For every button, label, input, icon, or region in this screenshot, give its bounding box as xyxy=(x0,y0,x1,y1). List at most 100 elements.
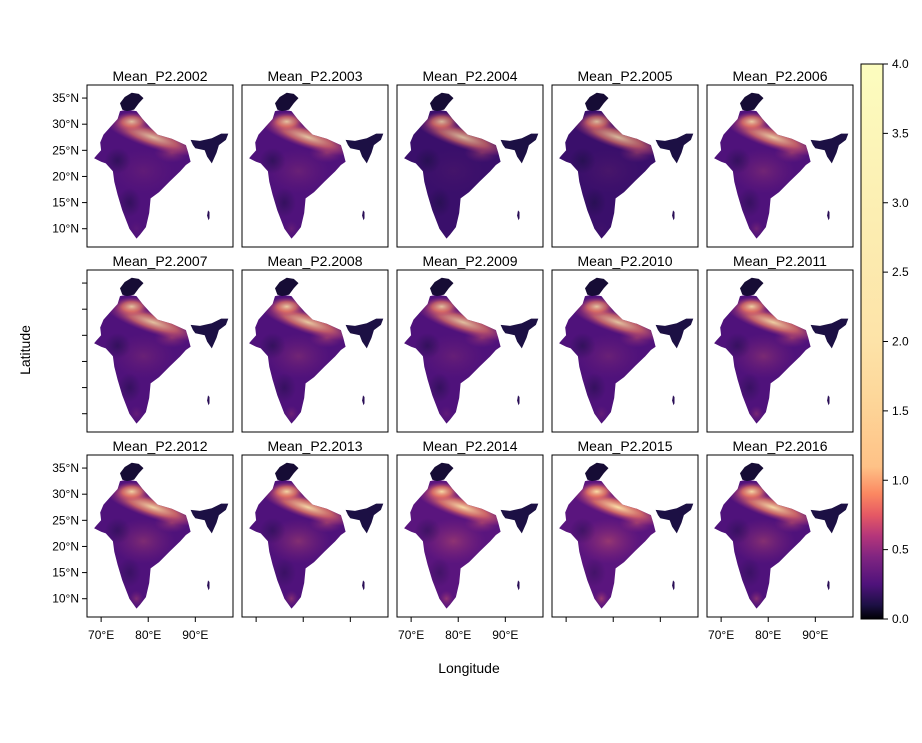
map-panel: Mean_P2.2008 xyxy=(241,253,389,433)
x-tick-label: 80°E xyxy=(445,628,471,642)
hotspot-north xyxy=(112,481,151,502)
map-panel: Mean_P2.2014 70°E 80°E 90°E xyxy=(396,438,544,642)
panel-title: Mean_P2.2004 xyxy=(423,68,518,84)
east-warm-zone xyxy=(464,328,500,348)
panel-title: Mean_P2.2012 xyxy=(113,438,208,454)
panel-title: Mean_P2.2016 xyxy=(733,438,828,454)
hotspot-north xyxy=(732,296,771,317)
andaman-islands xyxy=(672,580,675,591)
hotspot-north xyxy=(267,111,306,132)
west-dark-zone xyxy=(414,332,441,359)
kashmir-region xyxy=(585,462,609,482)
deccan-dark-zone xyxy=(737,373,762,403)
south-tip xyxy=(594,405,609,422)
kashmir-region xyxy=(120,462,144,482)
kashmir-region xyxy=(275,277,299,297)
andaman-islands xyxy=(207,580,210,591)
y-tick-label: 35°N xyxy=(52,91,79,105)
andaman-islands xyxy=(517,210,520,221)
andaman-islands xyxy=(517,580,520,591)
east-warm-zone xyxy=(154,513,190,533)
south-tip xyxy=(594,220,609,237)
map-panel: Mean_P2.2009 xyxy=(396,253,544,433)
deccan-dark-zone xyxy=(117,188,142,218)
colorbar-tick-label: 4.0 xyxy=(892,57,909,71)
kashmir-region xyxy=(275,462,299,482)
panel-frame xyxy=(551,84,699,248)
map-panel: Mean_P2.2011 xyxy=(706,253,854,433)
y-tick-label: 10°N xyxy=(52,592,79,606)
x-tick-label: 90°E xyxy=(802,628,828,642)
west-dark-zone xyxy=(259,332,286,359)
west-dark-zone xyxy=(724,332,751,359)
y-tick-label: 25°N xyxy=(52,513,79,527)
south-tip xyxy=(594,590,609,607)
deccan-dark-zone xyxy=(272,558,297,588)
panel-frame xyxy=(241,269,389,433)
south-tip xyxy=(129,405,144,422)
south-tip xyxy=(749,220,764,237)
map-panel: Mean_P2.2013 xyxy=(241,438,389,622)
andaman-islands xyxy=(362,210,365,221)
northeast-region xyxy=(345,318,384,349)
deccan-dark-zone xyxy=(117,558,142,588)
x-tick-label: 80°E xyxy=(755,628,781,642)
panel-title: Mean_P2.2002 xyxy=(113,68,208,84)
deccan-dark-zone xyxy=(737,558,762,588)
colorbar-tick-label: 0.5 xyxy=(892,543,909,557)
deccan-dark-zone xyxy=(427,558,452,588)
x-tick-label: 70°E xyxy=(398,628,424,642)
northeast-region xyxy=(345,503,384,534)
hotspot-north xyxy=(112,296,151,317)
hotspot-north xyxy=(422,481,461,502)
panel-title: Mean_P2.2013 xyxy=(268,438,363,454)
x-tick-label: 80°E xyxy=(135,628,161,642)
south-tip xyxy=(439,590,454,607)
northeast-region xyxy=(500,503,539,534)
map-panel: Mean_P2.2004 xyxy=(396,68,544,248)
y-tick-label: 20°N xyxy=(52,539,79,553)
kashmir-region xyxy=(120,277,144,297)
hotspot-north xyxy=(577,111,616,132)
east-warm-zone xyxy=(464,143,500,163)
hotspot-north xyxy=(267,481,306,502)
west-dark-zone xyxy=(104,332,131,359)
panel-frame xyxy=(241,454,389,618)
hotspot-north xyxy=(112,111,151,132)
colorbar-tick-label: 2.0 xyxy=(892,335,909,349)
kashmir-region xyxy=(430,462,454,482)
kashmir-region xyxy=(740,92,764,112)
west-dark-zone xyxy=(259,517,286,544)
andaman-islands xyxy=(827,210,830,221)
hotspot-north xyxy=(577,296,616,317)
andaman-islands xyxy=(827,395,830,406)
south-tip xyxy=(749,590,764,607)
y-tick-label: 25°N xyxy=(52,143,79,157)
northeast-region xyxy=(810,318,849,349)
andaman-islands xyxy=(362,580,365,591)
colorbar-tick-label: 2.5 xyxy=(892,265,909,279)
x-axis-label: Longitude xyxy=(438,660,500,676)
east-warm-zone xyxy=(309,328,345,348)
panel-title: Mean_P2.2015 xyxy=(578,438,673,454)
east-warm-zone xyxy=(309,143,345,163)
panel-title: Mean_P2.2014 xyxy=(423,438,518,454)
northeast-region xyxy=(190,133,229,164)
kashmir-region xyxy=(275,92,299,112)
y-tick-label: 20°N xyxy=(52,169,79,183)
hotspot-north xyxy=(732,111,771,132)
deccan-dark-zone xyxy=(427,188,452,218)
west-dark-zone xyxy=(569,332,596,359)
east-warm-zone xyxy=(464,513,500,533)
deccan-dark-zone xyxy=(272,373,297,403)
panel-title: Mean_P2.2003 xyxy=(268,68,363,84)
andaman-islands xyxy=(517,395,520,406)
andaman-islands xyxy=(672,395,675,406)
panel-frame xyxy=(706,454,854,618)
hotspot-north xyxy=(422,296,461,317)
east-warm-zone xyxy=(154,143,190,163)
panel-frame xyxy=(396,269,544,433)
deccan-dark-zone xyxy=(582,188,607,218)
south-tip xyxy=(129,220,144,237)
northeast-region xyxy=(190,318,229,349)
